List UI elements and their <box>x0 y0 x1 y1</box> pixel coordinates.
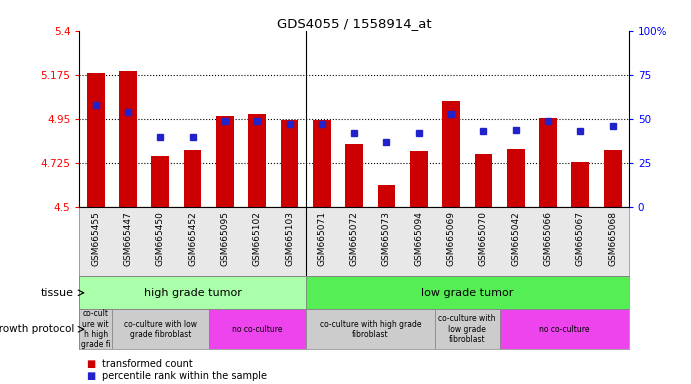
Text: growth protocol: growth protocol <box>0 324 74 334</box>
Text: GSM665447: GSM665447 <box>124 211 133 266</box>
Text: GSM665068: GSM665068 <box>608 211 617 266</box>
Text: percentile rank within the sample: percentile rank within the sample <box>102 371 267 381</box>
Bar <box>112 309 209 349</box>
Bar <box>539 118 557 207</box>
Bar <box>209 309 305 349</box>
Text: GSM665102: GSM665102 <box>253 211 262 266</box>
Text: GSM665455: GSM665455 <box>91 211 100 266</box>
Text: GSM665094: GSM665094 <box>415 211 424 266</box>
Text: no co-culture: no co-culture <box>539 325 589 334</box>
Bar <box>184 151 202 207</box>
Bar <box>313 120 331 207</box>
Bar <box>346 144 363 207</box>
Text: GSM665067: GSM665067 <box>576 211 585 266</box>
Bar <box>442 101 460 207</box>
Bar <box>87 73 104 207</box>
Text: high grade tumor: high grade tumor <box>144 288 241 298</box>
Text: no co-culture: no co-culture <box>232 325 283 334</box>
Text: GSM665066: GSM665066 <box>544 211 553 266</box>
Bar <box>79 276 305 309</box>
Text: GSM665069: GSM665069 <box>446 211 455 266</box>
Bar <box>248 114 266 207</box>
Bar <box>305 309 435 349</box>
Text: ■: ■ <box>86 371 95 381</box>
Bar <box>604 151 621 207</box>
Bar <box>435 309 500 349</box>
Bar <box>281 120 299 207</box>
Bar <box>507 149 524 207</box>
Text: tissue: tissue <box>41 288 74 298</box>
Text: transformed count: transformed count <box>102 359 192 369</box>
Text: co-culture with high grade
fibroblast: co-culture with high grade fibroblast <box>319 319 421 339</box>
Bar <box>79 309 112 349</box>
Title: GDS4055 / 1558914_at: GDS4055 / 1558914_at <box>277 17 431 30</box>
Text: low grade tumor: low grade tumor <box>421 288 513 298</box>
Text: GSM665070: GSM665070 <box>479 211 488 266</box>
Text: GSM665071: GSM665071 <box>317 211 326 266</box>
Bar <box>571 162 589 207</box>
Text: GSM665072: GSM665072 <box>350 211 359 266</box>
Bar <box>119 71 137 207</box>
Bar <box>410 151 428 207</box>
Text: co-culture with low
grade fibroblast: co-culture with low grade fibroblast <box>124 319 197 339</box>
Bar <box>305 276 629 309</box>
Bar <box>500 309 629 349</box>
Text: co-cult
ure wit
h high
grade fi: co-cult ure wit h high grade fi <box>81 309 111 349</box>
Bar <box>151 156 169 207</box>
Text: GSM665452: GSM665452 <box>188 211 197 266</box>
Text: GSM665095: GSM665095 <box>220 211 229 266</box>
Bar <box>475 154 492 207</box>
Text: GSM665042: GSM665042 <box>511 211 520 266</box>
Bar <box>377 185 395 207</box>
Bar <box>216 116 234 207</box>
Text: co-culture with
low grade
fibroblast: co-culture with low grade fibroblast <box>439 314 496 344</box>
Text: GSM665450: GSM665450 <box>155 211 164 266</box>
Text: GSM665073: GSM665073 <box>382 211 391 266</box>
Text: GSM665103: GSM665103 <box>285 211 294 266</box>
Text: ■: ■ <box>86 359 95 369</box>
